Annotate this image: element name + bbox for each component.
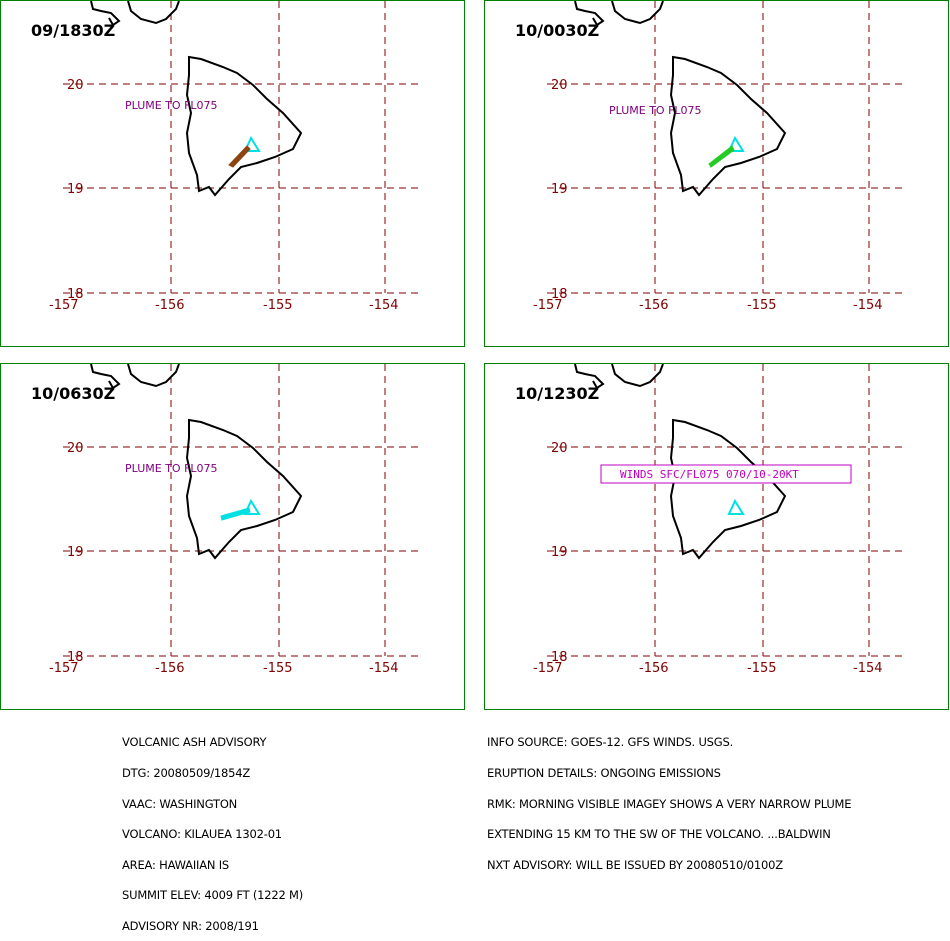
wind-label: WINDS SFC/FL075 070/10-20KT: [620, 468, 799, 481]
advisory-info-right: INFO SOURCE: GOES-12. GFS WINDS. USGS. E…: [487, 717, 852, 880]
wind-box: [600, 464, 852, 484]
map-panel-3: 10/0630Z PLUME TO FL075 20 19 18 -157 -1…: [0, 363, 465, 710]
grid-lines: [547, 364, 903, 657]
lat-label-20: 20: [551, 441, 568, 456]
lon-label-154: -154: [853, 661, 883, 676]
map-canvas: WINDS SFC/FL075 070/10-20KT 10/1230Z 20 …: [515, 364, 903, 676]
big-island-coastline: [185, 55, 303, 197]
lon-label-157: -157: [49, 661, 79, 676]
plume-note: PLUME TO FL075: [125, 462, 218, 475]
advisory-line: DTG: 20080509/1854Z: [122, 766, 251, 780]
lat-label-18: 18: [551, 650, 568, 665]
time-label: 09/1830Z: [31, 21, 115, 40]
maui-coastline: [90, 1, 180, 27]
advisory-line: AREA: HAWAIIAN IS: [122, 857, 230, 872]
lat-label-18: 18: [551, 287, 568, 302]
plume-note: PLUME TO FL075: [125, 99, 218, 112]
plume-note: PLUME TO FL075: [609, 104, 702, 117]
advisory-line: RMK: MORNING VISIBLE IMAGEY SHOWS A VERY…: [487, 796, 852, 811]
time-label: 10/0030Z: [515, 21, 599, 40]
grid-lines: [547, 1, 903, 294]
plume-shape: [220, 507, 251, 521]
lat-label-20: 20: [67, 441, 84, 456]
big-island-coastline: [669, 55, 787, 197]
advisory-line: ADVISORY NR: 2008/191: [122, 918, 259, 933]
lon-label-156: -156: [639, 298, 669, 313]
lat-label-19: 19: [551, 182, 568, 197]
advisory-line: INFO SOURCE: GOES-12. GFS WINDS. USGS.: [487, 735, 734, 750]
volcano-icon: [727, 498, 745, 515]
map-canvas: 10/0630Z PLUME TO FL075 20 19 18 -157 -1…: [31, 364, 419, 676]
lat-label-20: 20: [67, 78, 84, 93]
advisory-line: ERUPTION DETAILS: ONGOING EMISSIONS: [487, 766, 721, 780]
map-panel-1: 09/1830Z PLUME TO FL075 20 19 18 -157 -1…: [0, 0, 465, 347]
map-canvas: 10/0030Z PLUME TO FL075 20 19 18 -157 -1…: [515, 1, 903, 313]
lon-label-156: -156: [639, 661, 669, 676]
time-label: 10/0630Z: [31, 384, 115, 403]
lon-label-157: -157: [533, 298, 563, 313]
lat-label-19: 19: [67, 545, 84, 560]
plume-shape: [228, 145, 251, 168]
volcano-icon: [243, 135, 261, 152]
advisory-info-left: VOLCANIC ASH ADVISORY DTG: 20080509/1854…: [122, 717, 303, 941]
big-island-coastline: [669, 418, 787, 560]
map-panel-2: 10/0030Z PLUME TO FL075 20 19 18 -157 -1…: [484, 0, 949, 347]
volcano-icon: [243, 498, 261, 515]
lon-label-154: -154: [369, 661, 399, 676]
advisory-line: EXTENDING 15 KM TO THE SW OF THE VOLCANO…: [487, 827, 831, 842]
map-panel-4: WINDS SFC/FL075 070/10-20KT 10/1230Z 20 …: [484, 363, 949, 710]
lat-label-19: 19: [551, 545, 568, 560]
lon-label-155: -155: [747, 661, 777, 676]
lon-label-156: -156: [155, 298, 185, 313]
grid-lines: [63, 1, 419, 294]
lat-label-18: 18: [67, 287, 84, 302]
lon-label-155: -155: [263, 298, 293, 313]
lat-label-19: 19: [67, 182, 84, 197]
lat-label-20: 20: [551, 78, 568, 93]
advisory-line: VAAC: WASHINGTON: [122, 796, 238, 811]
lon-label-155: -155: [263, 661, 293, 676]
advisory-line: SUMMIT ELEV: 4009 FT (1222 M): [122, 888, 304, 903]
lon-label-157: -157: [533, 661, 563, 676]
lat-label-18: 18: [67, 650, 84, 665]
big-island-coastline: [185, 418, 303, 560]
lon-label-154: -154: [369, 298, 399, 313]
advisory-line: NXT ADVISORY: WILL BE ISSUED BY 20080510…: [487, 857, 783, 872]
map-canvas: 09/1830Z PLUME TO FL075 20 19 18 -157 -1…: [31, 1, 419, 313]
maui-coastline: [574, 1, 664, 27]
time-label: 10/1230Z: [515, 384, 599, 403]
plume-shape: [708, 145, 735, 168]
lon-label-155: -155: [747, 298, 777, 313]
grid-lines: [63, 364, 419, 657]
lon-label-157: -157: [49, 298, 79, 313]
lon-label-156: -156: [155, 661, 185, 676]
volcano-icon: [727, 135, 745, 152]
advisory-line: VOLCANIC ASH ADVISORY: [122, 735, 267, 750]
maui-coastline: [574, 364, 664, 390]
lon-label-154: -154: [853, 298, 883, 313]
maui-coastline: [90, 364, 180, 390]
advisory-line: VOLCANO: KILAUEA 1302-01: [122, 827, 282, 842]
